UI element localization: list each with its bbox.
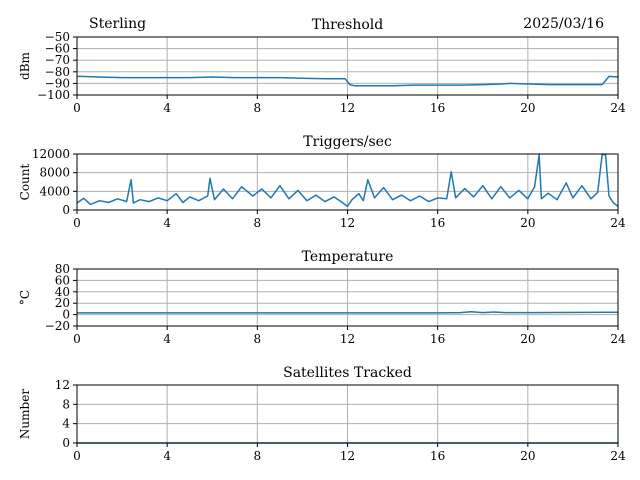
y-tick-label: 0 [62,436,70,450]
x-tick-label: 0 [73,332,81,346]
x-tick-label: 20 [520,449,535,463]
report-date: 2025/03/16 [523,16,604,32]
y-tick-label: −100 [37,88,70,102]
y-axis-label: °C [18,290,32,305]
x-tick-label: 12 [340,332,355,346]
series-line [77,311,619,314]
panel-3: 0 4 8 12 16 20 24 0 4 8 12 Satellites Tracked Number [18,365,626,463]
x-tick-label: 4 [163,449,171,463]
x-tick-label: 20 [520,216,535,230]
y-tick-label: −70 [45,53,70,67]
series-line [76,153,619,208]
panel-1: 0 4 8 12 16 20 24 0 4000 8000 12000 Triggers/sec Cou… [18,134,626,230]
y-tick-label: 8000 [39,166,70,180]
x-tick-label: 24 [610,449,626,463]
y-tick-label: 4 [62,417,70,431]
y-tick-label: 8 [62,397,70,411]
x-tick-label: 20 [520,101,535,115]
x-tick-label: 24 [610,332,626,346]
panel-title: Triggers/sec [303,134,392,150]
panel-title: Satellites Tracked [283,365,412,381]
x-tick-label: 16 [430,449,445,463]
x-tick-label: 8 [254,101,262,115]
x-tick-label: 16 [430,101,445,115]
panel-0: 0 4 8 12 16 20 24 −50−60−70−80−90−100 Threshold d… [18,17,626,115]
y-tick-label: −20 [45,319,70,333]
x-tick-label: 12 [340,101,355,115]
x-tick-label: 8 [254,332,262,346]
x-tick-label: 12 [340,216,355,230]
y-tick-label: 0 [62,203,70,217]
x-tick-label: 4 [163,216,171,230]
x-tick-label: 0 [73,216,81,230]
series-line [77,75,619,87]
y-tick-label: 80 [55,262,70,276]
y-axis-label: dBm [18,51,32,80]
x-tick-label: 4 [163,332,171,346]
x-tick-label: 24 [610,216,626,230]
y-tick-label: 60 [55,273,70,287]
y-tick-label: −80 [45,65,70,79]
y-axis-label: Number [18,389,32,439]
x-tick-label: 12 [340,449,355,463]
x-tick-label: 20 [520,332,535,346]
station-name: Sterling [89,16,146,32]
x-tick-label: 0 [73,449,81,463]
x-tick-label: 8 [254,216,262,230]
y-tick-label: 12 [55,378,70,392]
chart-panels: 0 4 8 12 16 20 24 −50−60−70−80−90−100 Threshold d… [18,17,626,463]
x-tick-label: 0 [73,101,81,115]
y-tick-label: −60 [45,42,70,56]
panel-title: Threshold [312,17,383,33]
x-tick-label: 16 [430,216,445,230]
y-tick-label: 0 [62,308,70,322]
y-tick-label: 4000 [39,184,70,198]
y-tick-label: 20 [55,296,70,310]
y-tick-label: 12000 [32,147,70,161]
y-tick-label: 40 [55,285,70,299]
y-tick-label: −90 [45,76,70,90]
x-tick-label: 24 [610,101,626,115]
panel-title: Temperature [302,249,394,265]
y-tick-label: −50 [45,30,70,44]
x-tick-label: 16 [430,332,445,346]
x-tick-label: 8 [254,449,262,463]
y-axis-label: Count [18,163,32,200]
x-tick-label: 4 [163,101,171,115]
